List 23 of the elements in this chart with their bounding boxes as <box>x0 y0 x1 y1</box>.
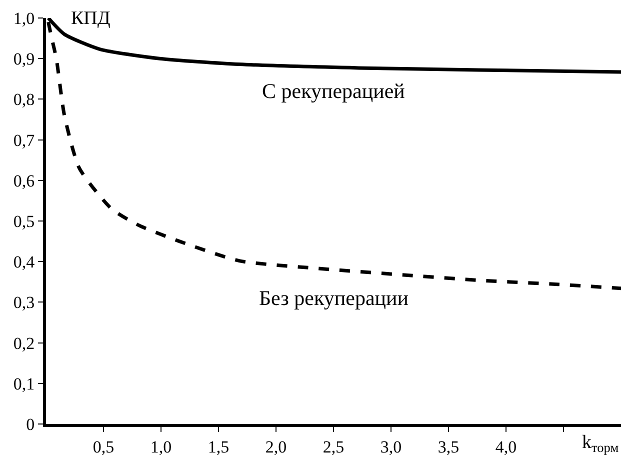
y-tick-label: 0,3 <box>13 293 35 312</box>
x-tick-label: 2,0 <box>265 437 287 456</box>
y-tick-label: 0,7 <box>13 130 36 150</box>
x-tick-label: 1,5 <box>208 437 230 456</box>
x-axis-title: k$_{торм}$ <box>582 432 620 455</box>
y-tick-label: 0,1 <box>13 374 35 394</box>
y-tick-label: 0,8 <box>13 90 35 110</box>
x-tick-label: 3,0 <box>380 437 402 456</box>
y-axis-title: КПД <box>71 8 110 29</box>
y-tick-label: 0,6 <box>13 171 35 190</box>
x-tick-label: 1,0 <box>150 437 172 456</box>
x-tick-label: 4,0 <box>495 437 517 456</box>
x-tick-label: 2,5 <box>322 437 344 456</box>
y-tick-label: 1,0 <box>13 8 35 28</box>
series-label: С рекуперацией <box>262 79 405 103</box>
y-tick-label: 0,4 <box>13 252 36 272</box>
series-label: Без рекуперации <box>259 286 409 310</box>
x-tick-label: 0,5 <box>92 437 114 456</box>
x-tick-label: 3,5 <box>438 437 460 456</box>
y-tick-label: 0 <box>26 414 35 434</box>
y-tick-label: 0,5 <box>13 212 35 231</box>
y-tick-label: 0,9 <box>13 50 35 69</box>
y-tick-label: 0,2 <box>13 334 35 353</box>
